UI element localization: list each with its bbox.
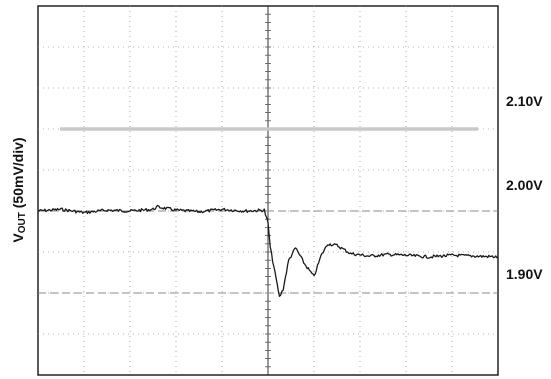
- level-label-2-10v: 2.10V: [506, 93, 543, 109]
- grid: [38, 6, 498, 375]
- level-label-2-00v: 2.00V: [506, 177, 543, 193]
- vout-trace: [37, 204, 499, 297]
- reference-lines: [38, 127, 498, 294]
- level-label-1-90v: 1.90V: [506, 266, 543, 282]
- y-axis-label: VOUT (50mV/div): [10, 136, 28, 243]
